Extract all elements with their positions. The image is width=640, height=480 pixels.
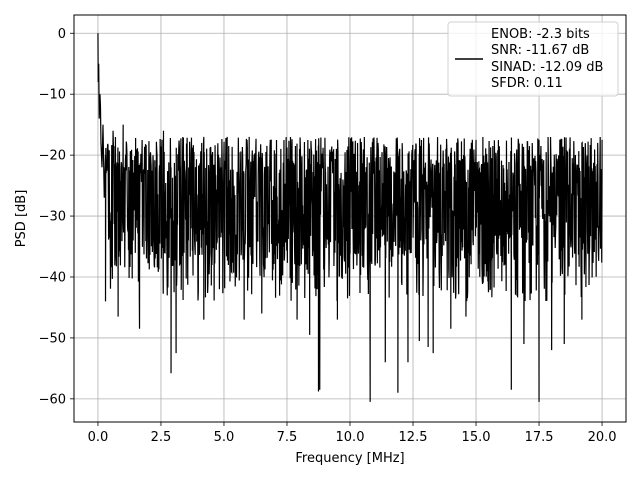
y-tick-label: −20 [39, 149, 66, 164]
x-tick-label: 17.5 [525, 430, 554, 445]
legend-line-2: SNR: -11.67 dB [491, 43, 589, 58]
legend-line-1: ENOB: -2.3 bits [491, 27, 590, 42]
y-tick-label: −50 [39, 331, 66, 346]
x-axis-label: Frequency [MHz] [295, 451, 404, 466]
x-tick-label: 20.0 [588, 430, 617, 445]
y-tick-label: 0 [58, 27, 66, 42]
x-tick-label: 5.0 [214, 430, 235, 445]
x-tick-label: 2.5 [151, 430, 172, 445]
x-tick-label: 7.5 [277, 430, 298, 445]
legend-line-4: SFDR: 0.11 [491, 76, 563, 91]
y-tick-label: −40 [39, 270, 66, 285]
psd-series-line [97, 33, 603, 402]
y-tick-label: −10 [39, 88, 66, 103]
y-axis-label: PSD [dB] [14, 190, 29, 248]
x-tick-label: 10.0 [336, 430, 365, 445]
x-tick-label: 12.5 [399, 430, 428, 445]
x-tick-label: 15.0 [462, 430, 491, 445]
x-tick-label: 0.0 [88, 430, 109, 445]
legend-box [447, 21, 619, 97]
x-axis-ticks: 0.0 2.5 5.0 7.5 10.0 12.5 15.0 17.5 20.0 [88, 422, 617, 445]
y-tick-label: −60 [39, 392, 66, 407]
legend-line-3: SINAD: -12.09 dB [491, 60, 603, 75]
y-axis-ticks: 0 −10 −20 −30 −40 −50 −60 [39, 27, 74, 407]
y-tick-label: −30 [39, 210, 66, 225]
legend: ENOB: -2.3 bits SNR: -11.67 dB SINAD: -1… [447, 21, 619, 97]
plot-area [97, 33, 603, 402]
